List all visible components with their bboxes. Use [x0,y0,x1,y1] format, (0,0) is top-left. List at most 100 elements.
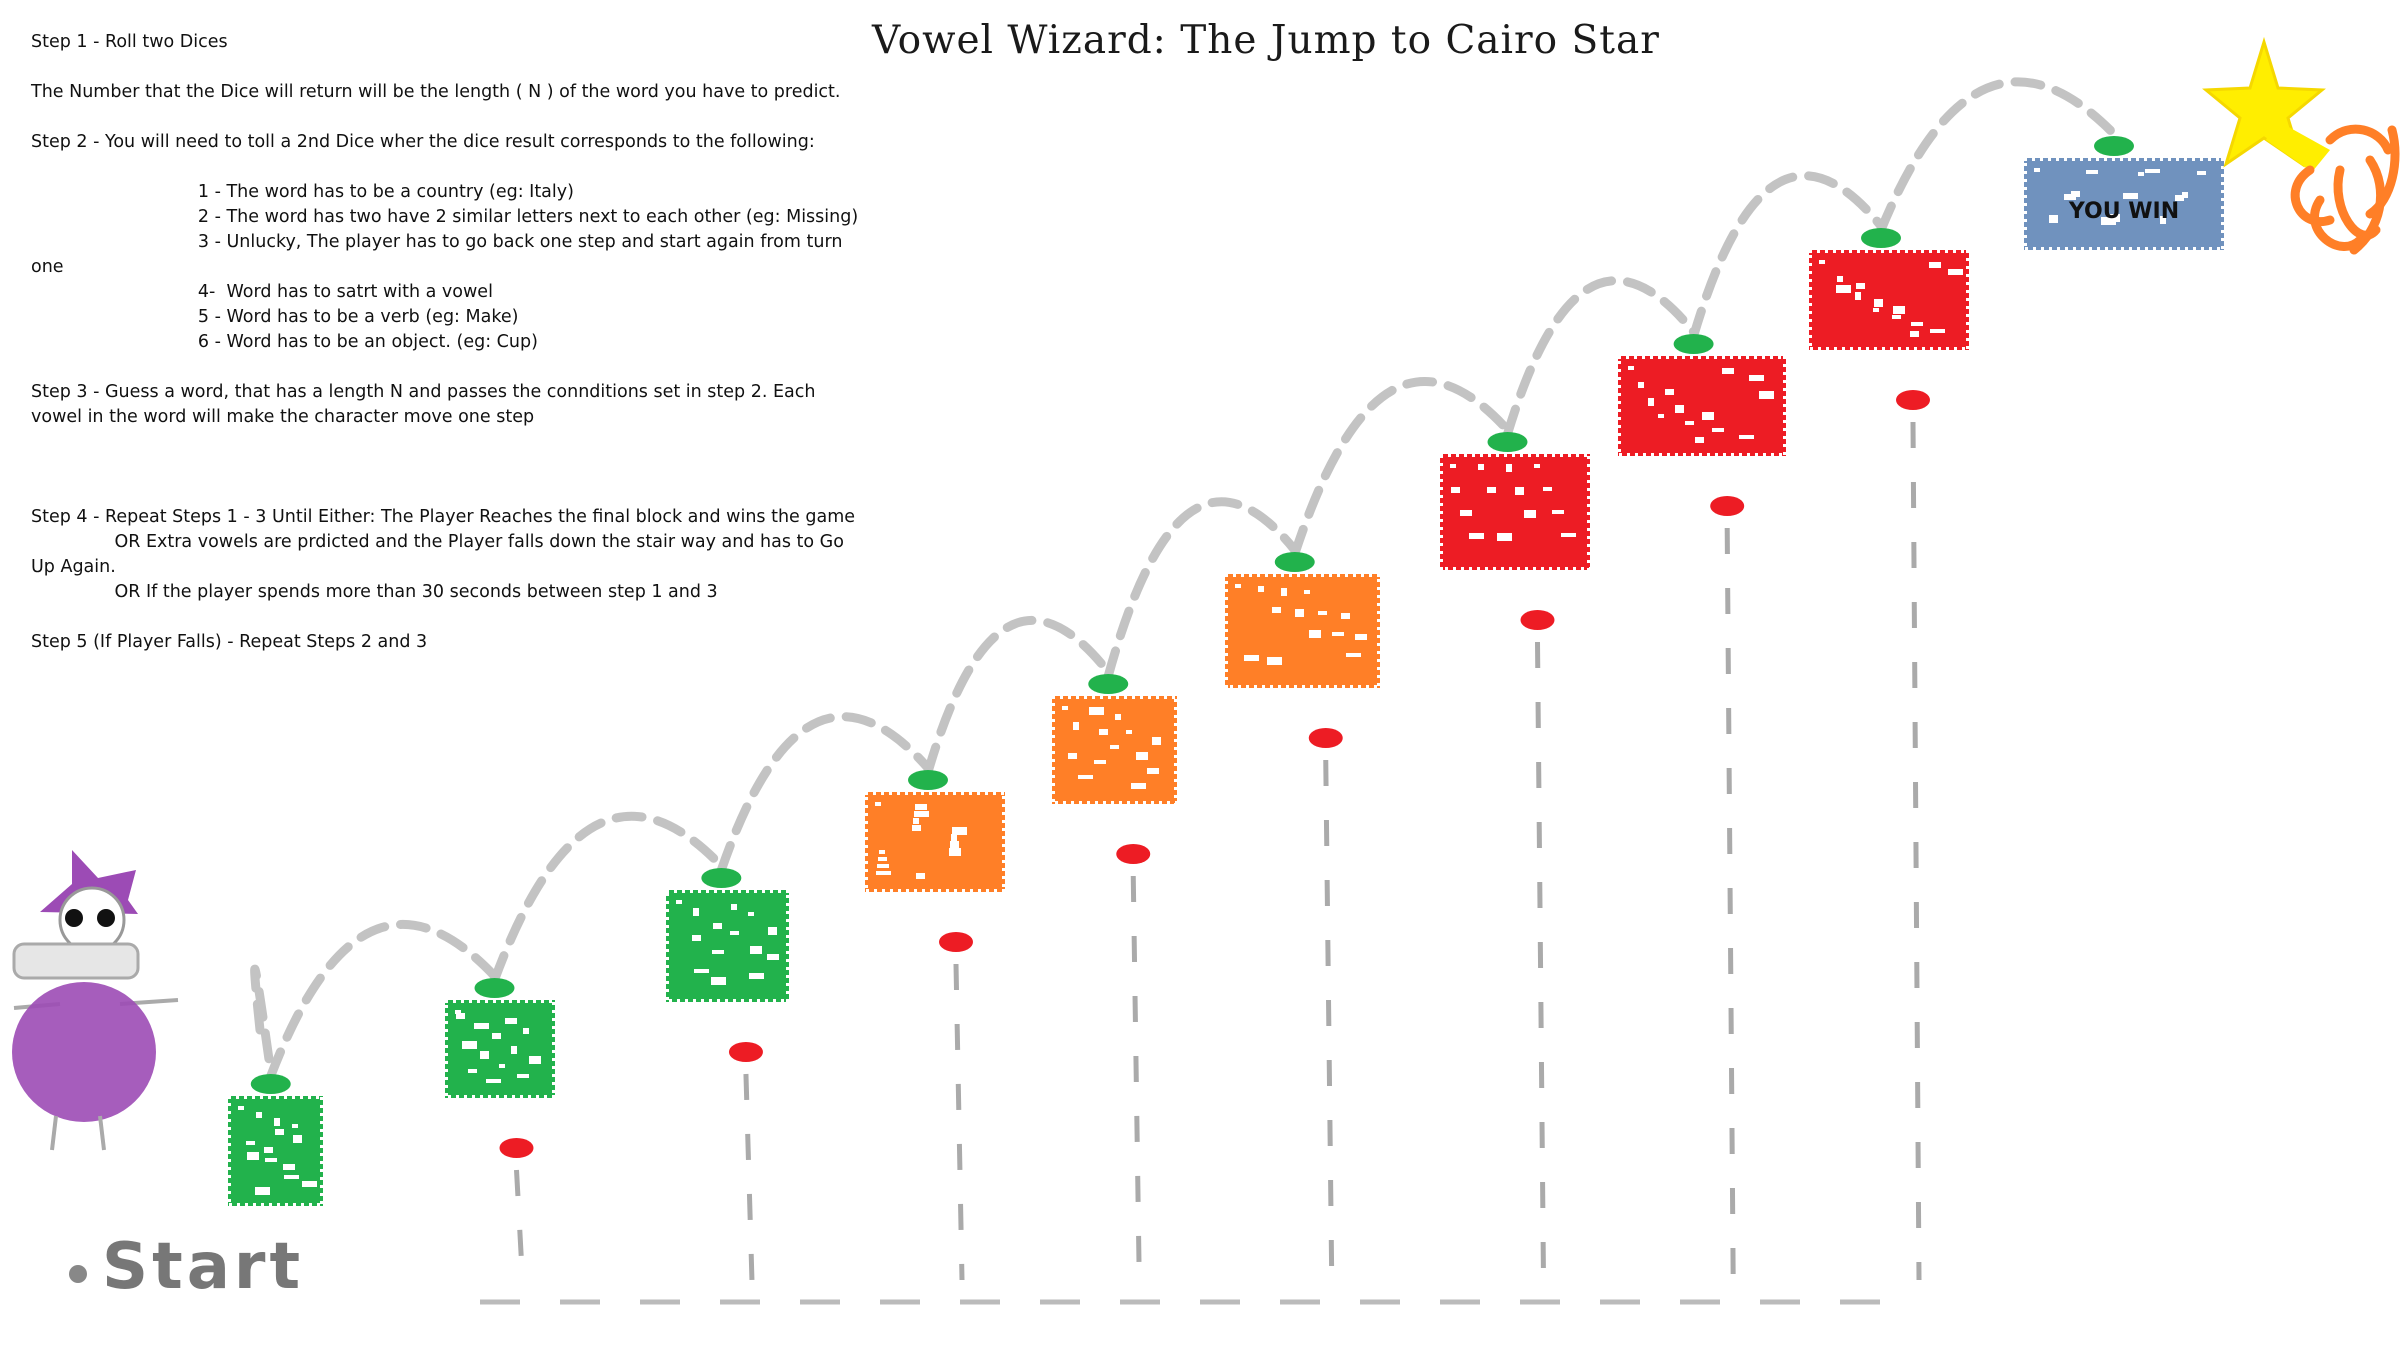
block-texture [2123,193,2138,199]
block-texture [1244,655,1259,661]
block-texture [1497,533,1512,541]
fall-mark-red [939,932,973,952]
block-texture [730,931,739,935]
block-texture [1515,487,1524,495]
jump-arcs [250,77,2119,1081]
block-texture [2145,169,2160,173]
fall-mark-red [1520,610,1555,630]
block-texture [1930,329,1945,333]
rule-step-1: Step 1 - Roll two Dices [31,32,228,52]
block-texture [2175,195,2184,201]
block-texture [1332,632,1344,636]
block-texture [1910,331,1919,337]
block-texture [455,1010,461,1014]
landing-mark-green [1487,432,1528,452]
block-texture [2182,192,2188,198]
block-texture [1911,322,1923,326]
block-texture [1068,753,1077,759]
block-texture [1469,533,1484,539]
rules-text: Step 1 - Roll two Dices The Number that … [31,30,861,655]
block-texture [1837,276,1843,282]
block-texture [913,818,919,824]
drop-line [514,1169,525,1281]
block-texture [692,935,701,941]
block-texture [1722,368,1734,374]
block-texture [1318,611,1327,615]
block-texture [1675,405,1684,413]
block-texture [517,1074,529,1078]
landing-mark-green [908,770,948,790]
block-texture [1089,707,1104,715]
block-texture [2160,216,2166,224]
block-texture [694,969,709,973]
block-texture [255,1187,270,1195]
block-texture [529,1056,541,1064]
block-texture [1126,730,1132,734]
block-texture [284,1175,299,1179]
step-block-1 [225,1093,326,1209]
block-texture [1078,775,1093,779]
block-texture [511,1046,517,1054]
block-texture [1346,653,1361,657]
block-texture [1309,630,1321,638]
block-texture [1628,366,1634,370]
block-texture [1685,421,1694,425]
step-blocks [225,155,2227,1209]
landing-mark-green [1274,552,1315,572]
block-texture [767,954,779,960]
jump-arc [1503,276,1699,439]
fall-mark-red [728,1042,763,1062]
block-texture [1460,510,1472,516]
start-dot-icon [69,1265,87,1283]
block-texture [1702,412,1714,420]
game-title: Vowel Wizard: The Jump to Cairo Star [872,18,1660,63]
block-texture [949,848,961,856]
block-texture [492,1033,501,1039]
block-texture [713,923,722,929]
block-texture [302,1181,317,1187]
block-texture [456,1013,465,1019]
block-texture [951,834,957,842]
block-texture [1543,487,1552,491]
block-texture [1147,768,1159,774]
wizard-eye-left [65,909,83,927]
drop-line [1910,421,1922,1281]
block-texture [950,841,959,849]
jump-arc [1876,77,2119,235]
block-texture [731,904,737,910]
block-texture [1136,752,1148,760]
star-icon [2202,36,2326,168]
step-block-5 [1049,693,1180,807]
block-texture [1451,487,1460,493]
block-texture [1929,262,1941,268]
block-texture [1281,588,1287,596]
block-texture [523,1028,529,1034]
rule-step-2: Step 2 - You will need to toll a 2nd Dic… [31,132,815,152]
landing-marks [250,136,2134,1158]
block-texture [877,864,889,868]
block-texture [2049,215,2058,223]
block-texture [676,900,682,904]
block-texture [2064,194,2076,200]
block-texture [1695,437,1704,443]
block-texture [1478,464,1484,470]
block-texture [1524,510,1536,518]
block-texture [768,927,777,935]
block-texture [1115,714,1121,720]
block-texture [1855,292,1861,300]
drop-line [743,1073,755,1281]
block-texture [1873,308,1879,312]
block-texture [1450,464,1456,468]
block-texture [1506,464,1512,472]
block-texture [474,1023,489,1029]
step-block-6 [1222,571,1383,691]
block-texture [505,1018,517,1024]
block-texture [2086,170,2098,174]
block-texture [1152,737,1161,745]
block-texture [1295,609,1304,617]
rule-step-5: Step 5 (If Player Falls) - Repeat Steps … [31,632,428,652]
wizard-character [12,850,179,1151]
block-texture [1304,590,1310,594]
block-texture [1856,283,1865,289]
block-texture [275,1129,284,1135]
